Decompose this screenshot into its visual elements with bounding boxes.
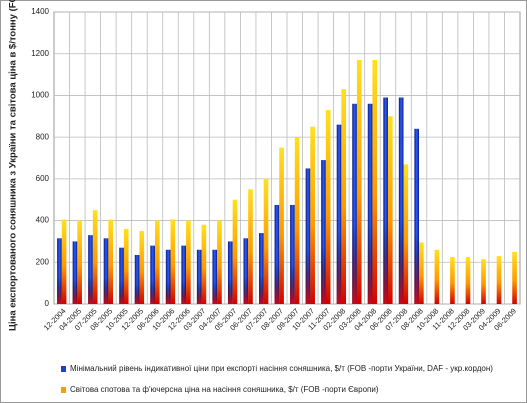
bar-shade xyxy=(212,249,218,304)
bar xyxy=(279,147,284,304)
y-tick-label: 1000 xyxy=(31,91,49,100)
y-tick-label: 0 xyxy=(45,299,50,308)
bar xyxy=(356,59,362,304)
bar-shade xyxy=(383,97,388,304)
bar-shade xyxy=(134,254,140,304)
bar-shade xyxy=(72,241,78,304)
bar-shade xyxy=(103,238,109,304)
bar xyxy=(201,224,207,304)
bar-shade xyxy=(321,160,326,304)
bar xyxy=(387,116,393,305)
bar-shade xyxy=(196,249,202,304)
bar xyxy=(263,178,269,304)
bar-shade xyxy=(227,241,233,304)
bar-shade xyxy=(290,204,295,304)
legend-label: Світова спотова та ф'ючерсна ціна на нас… xyxy=(70,385,379,394)
bar-shade xyxy=(367,103,373,305)
bar xyxy=(139,231,145,304)
bar xyxy=(310,126,315,304)
bar xyxy=(77,220,82,304)
bar-shade xyxy=(274,204,280,304)
bar xyxy=(186,220,191,304)
bar xyxy=(123,228,129,304)
bar-shade xyxy=(352,103,357,305)
bar xyxy=(434,249,440,304)
y-tick-label: 1200 xyxy=(31,49,49,58)
bar xyxy=(170,219,176,304)
bar xyxy=(403,164,409,304)
legend-label: Мінімальний рівень індикативної ціни при… xyxy=(70,364,493,373)
bar xyxy=(232,199,238,304)
y-tick-label: 800 xyxy=(36,132,50,141)
bar xyxy=(217,220,222,304)
bar xyxy=(294,137,300,304)
bar-shade xyxy=(336,124,342,304)
bar-shade xyxy=(181,245,187,304)
bar xyxy=(419,242,424,304)
legend-swatch xyxy=(61,387,66,393)
y-tick-label: 600 xyxy=(36,174,50,183)
bar-shade xyxy=(57,238,62,304)
bar-shade xyxy=(119,247,124,304)
bar xyxy=(512,251,517,304)
bar xyxy=(61,219,67,304)
bar xyxy=(465,257,471,304)
y-axis-label: Ціна експортованого соняшника з України … xyxy=(8,0,19,331)
y-tick-label: 200 xyxy=(36,257,50,266)
y-tick-label: 400 xyxy=(36,216,50,225)
bar xyxy=(496,256,502,304)
bar-shade xyxy=(88,235,93,304)
bar xyxy=(341,89,347,305)
bar xyxy=(450,257,455,304)
bar-shade xyxy=(259,233,264,304)
y-tick-label: 1400 xyxy=(31,7,49,16)
bar xyxy=(154,220,160,304)
bar xyxy=(481,259,486,304)
bar-shade xyxy=(243,238,249,304)
bar xyxy=(248,189,253,304)
bar xyxy=(372,59,378,304)
legend-swatch xyxy=(61,366,66,372)
bar-shade xyxy=(150,245,155,304)
bar-shade xyxy=(414,128,420,304)
bar xyxy=(325,110,331,305)
bar-shade xyxy=(398,97,404,304)
bar-shade xyxy=(305,168,311,304)
bar xyxy=(108,219,114,304)
bar xyxy=(92,210,98,304)
bar-shade xyxy=(165,249,171,304)
